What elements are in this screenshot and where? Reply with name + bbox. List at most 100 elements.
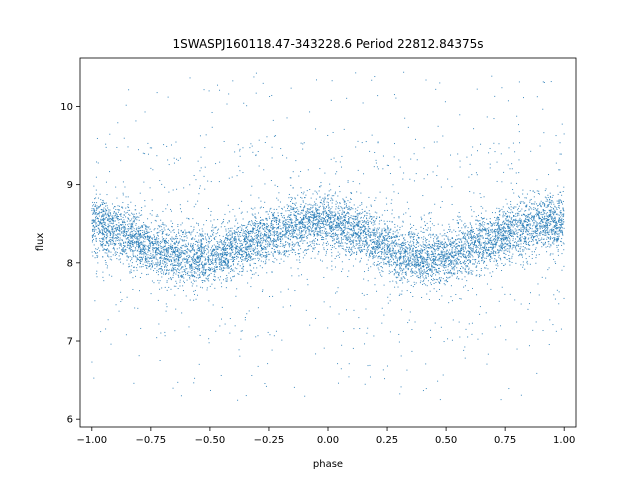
- scatter-point: [398, 273, 400, 275]
- scatter-point: [302, 237, 304, 239]
- scatter-point: [245, 248, 247, 250]
- scatter-point: [393, 241, 395, 243]
- scatter-point: [120, 215, 122, 217]
- scatter-point: [428, 266, 430, 268]
- scatter-point: [546, 238, 548, 240]
- scatter-point: [404, 248, 406, 250]
- scatter-point: [534, 203, 536, 205]
- scatter-point: [306, 208, 308, 210]
- scatter-point: [125, 196, 127, 198]
- scatter-point: [221, 270, 223, 272]
- scatter-point: [125, 224, 127, 226]
- scatter-point: [545, 246, 547, 248]
- scatter-point: [392, 249, 394, 251]
- scatter-point: [357, 206, 359, 208]
- scatter-point: [543, 216, 545, 218]
- scatter-point: [511, 224, 513, 226]
- scatter-point: [269, 237, 271, 239]
- scatter-point: [263, 239, 265, 241]
- scatter-point: [468, 176, 470, 178]
- scatter-point: [409, 248, 411, 250]
- scatter-point: [114, 206, 116, 208]
- scatter-point: [217, 248, 219, 250]
- scatter-point: [226, 280, 228, 282]
- scatter-point: [430, 234, 432, 236]
- scatter-point: [176, 188, 178, 190]
- scatter-point: [282, 234, 284, 236]
- scatter-point: [391, 249, 393, 251]
- scatter-point: [294, 236, 296, 238]
- scatter-point: [394, 262, 396, 264]
- scatter-point: [478, 243, 480, 245]
- scatter-point: [409, 215, 411, 217]
- scatter-point: [93, 211, 95, 213]
- scatter-point: [169, 256, 171, 258]
- scatter-point: [486, 253, 488, 255]
- scatter-point: [239, 271, 241, 273]
- scatter-point: [148, 261, 150, 263]
- scatter-point: [449, 262, 451, 264]
- scatter-point: [165, 250, 167, 252]
- scatter-point: [298, 229, 300, 231]
- scatter-point: [222, 247, 224, 249]
- scatter-point: [259, 253, 261, 255]
- scatter-point: [340, 368, 342, 370]
- scatter-point: [190, 275, 192, 277]
- scatter-point: [135, 256, 137, 258]
- scatter-point: [408, 319, 410, 321]
- scatter-point: [180, 256, 182, 258]
- scatter-point: [308, 218, 310, 220]
- scatter-point: [446, 258, 448, 259]
- scatter-point: [105, 232, 107, 234]
- scatter-point: [226, 237, 228, 239]
- scatter-point: [207, 275, 209, 277]
- scatter-point: [395, 97, 397, 99]
- scatter-point: [265, 236, 267, 238]
- scatter-point: [330, 249, 332, 251]
- scatter-point: [171, 236, 173, 238]
- scatter-point: [511, 221, 513, 223]
- scatter-point: [170, 279, 172, 281]
- scatter-point: [525, 216, 527, 218]
- scatter-point: [448, 257, 450, 259]
- scatter-point: [367, 280, 369, 282]
- scatter-point: [447, 266, 449, 268]
- scatter-point: [500, 224, 502, 226]
- scatter-point: [557, 239, 559, 241]
- scatter-point: [100, 243, 102, 245]
- scatter-point: [293, 232, 295, 234]
- scatter-point: [205, 272, 206, 274]
- scatter-point: [144, 261, 146, 263]
- scatter-point: [404, 252, 406, 254]
- scatter-point: [205, 220, 207, 222]
- scatter-point: [102, 214, 104, 216]
- scatter-point: [432, 280, 434, 282]
- scatter-point: [346, 97, 348, 99]
- scatter-point: [544, 190, 546, 192]
- scatter-point: [93, 377, 95, 379]
- scatter-point: [413, 265, 415, 267]
- scatter-point: [470, 229, 472, 231]
- scatter-point: [471, 242, 473, 244]
- scatter-point: [234, 215, 236, 217]
- scatter-point: [309, 225, 311, 227]
- scatter-point: [494, 236, 496, 238]
- scatter-point: [434, 244, 436, 246]
- scatter-point: [179, 257, 181, 259]
- scatter-point: [352, 241, 354, 243]
- scatter-point: [534, 191, 536, 193]
- scatter-point: [512, 240, 514, 242]
- scatter-point: [547, 269, 549, 271]
- scatter-point: [195, 179, 197, 181]
- scatter-point: [284, 245, 286, 247]
- scatter-point: [263, 228, 265, 230]
- scatter-point: [147, 237, 149, 239]
- scatter-point: [278, 218, 280, 220]
- scatter-point: [403, 213, 405, 215]
- scatter-point: [230, 243, 232, 245]
- scatter-point: [449, 252, 451, 254]
- scatter-point: [322, 224, 324, 226]
- scatter-point: [441, 265, 443, 267]
- scatter-point: [181, 258, 183, 260]
- scatter-point: [347, 208, 349, 210]
